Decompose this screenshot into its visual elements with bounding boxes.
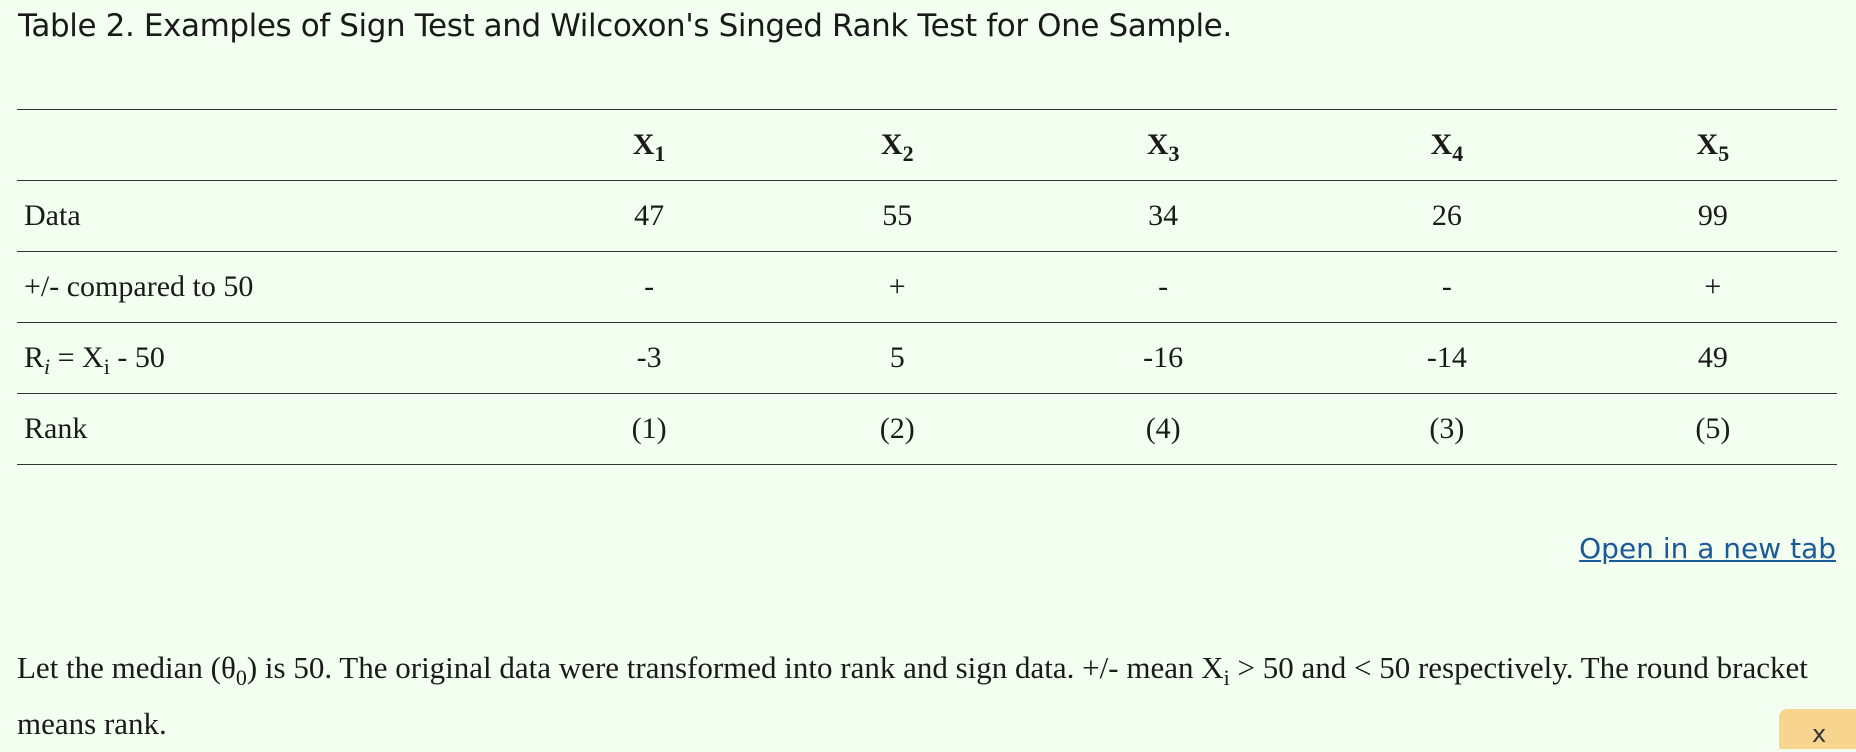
table-cell: + — [1588, 251, 1837, 323]
column-header-x3: X3 — [1021, 109, 1306, 181]
column-header-x1: X1 — [525, 109, 774, 181]
open-in-new-tab-link[interactable]: Open in a new tab — [1579, 532, 1836, 565]
table-cell: + — [773, 251, 1022, 323]
table-cell: -16 — [1021, 322, 1306, 394]
table-cell: (4) — [1021, 393, 1306, 465]
table-cell: -14 — [1305, 322, 1589, 394]
header-corner-cell — [17, 109, 525, 181]
table-caption: Table 2. Examples of Sign Test and Wilco… — [18, 8, 1232, 44]
table-footnote: Let the median (θ0) is 50. The original … — [17, 650, 1808, 741]
table-cell: (2) — [773, 393, 1022, 465]
table-row-data: Data 47 55 34 26 99 — [17, 180, 1837, 252]
table-cell: 99 — [1588, 180, 1837, 252]
column-header-x2: X2 — [773, 109, 1022, 181]
close-icon: x — [1812, 720, 1827, 748]
table-row-rank: Rank (1) (2) (4) (3) (5) — [17, 393, 1837, 465]
table-row-difference: Ri = Xi - 50 -3 5 -16 -14 49 — [17, 322, 1837, 394]
row-label: Data — [17, 180, 525, 252]
close-widget-button[interactable]: x — [1779, 709, 1856, 749]
table-cell: 5 — [773, 322, 1022, 394]
row-label: Ri = Xi - 50 — [17, 322, 525, 394]
table-cell: - — [1305, 251, 1589, 323]
table-cell: 55 — [773, 180, 1022, 252]
table-cell: 34 — [1021, 180, 1306, 252]
row-label: +/- compared to 50 — [17, 251, 525, 323]
column-header-x5: X5 — [1588, 109, 1837, 181]
row-label: Rank — [17, 393, 525, 465]
table-cell: - — [525, 251, 774, 323]
table-cell: -3 — [525, 322, 774, 394]
table-cell: (3) — [1305, 393, 1589, 465]
table-cell: (1) — [525, 393, 774, 465]
table-cell: - — [1021, 251, 1306, 323]
table-cell: 26 — [1305, 180, 1589, 252]
table-header-row: X1 X2 X3 X4 X5 — [17, 109, 1837, 181]
table-cell: (5) — [1588, 393, 1837, 465]
table-cell: 47 — [525, 180, 774, 252]
data-table: X1 X2 X3 X4 X5 Data 47 55 34 26 99 +/- c… — [17, 109, 1837, 465]
column-header-x4: X4 — [1305, 109, 1589, 181]
table-cell: 49 — [1588, 322, 1837, 394]
table-row-sign: +/- compared to 50 - + - - + — [17, 251, 1837, 323]
